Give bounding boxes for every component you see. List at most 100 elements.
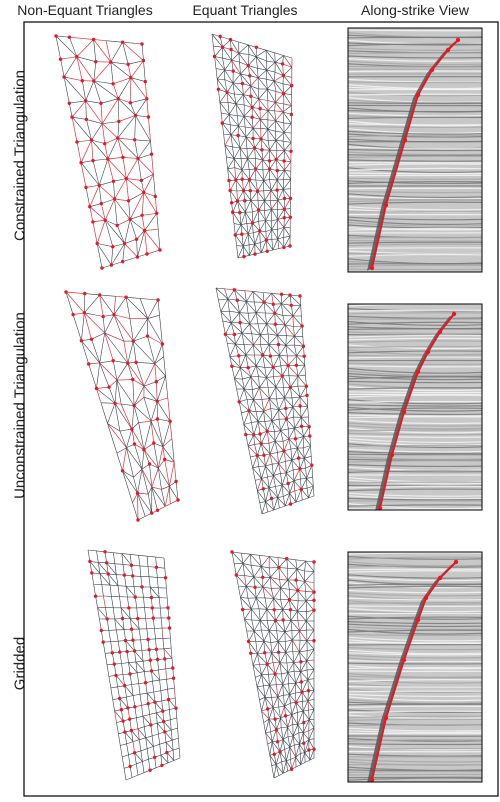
mesh-edge — [238, 125, 246, 128]
mesh-edge — [268, 335, 278, 345]
mesh-node — [252, 146, 257, 150]
mesh-edge — [270, 577, 280, 580]
mesh-edge — [277, 227, 285, 230]
mesh-edge — [251, 107, 261, 120]
mesh-edge — [150, 421, 164, 447]
mesh-node — [140, 585, 144, 589]
mesh-edge — [278, 567, 289, 581]
mesh-edge — [299, 630, 308, 642]
mesh-edge — [139, 692, 148, 695]
mesh-edge — [240, 367, 251, 378]
mesh-edge — [274, 313, 286, 326]
mesh-edge — [281, 760, 287, 762]
mesh-node — [229, 47, 233, 52]
mesh-edge — [171, 740, 174, 751]
mesh-edge — [132, 379, 145, 387]
mesh-node — [154, 647, 159, 651]
seismic-reflector — [348, 552, 482, 555]
mesh-edge — [235, 179, 244, 191]
mesh-node — [241, 188, 246, 193]
mesh-edge — [69, 103, 73, 118]
mesh-edge — [144, 230, 148, 255]
mesh-edge — [259, 119, 261, 129]
mesh-edge — [269, 673, 276, 686]
mesh-edge — [263, 722, 266, 733]
seismic-reflector — [348, 600, 482, 605]
mesh-edge — [233, 223, 236, 235]
mesh-edge — [143, 385, 158, 402]
mesh-edge — [131, 774, 139, 778]
mesh-edge — [93, 39, 107, 42]
mesh-edge — [275, 120, 284, 124]
mesh-node — [79, 339, 84, 343]
seismic-reflector — [348, 709, 482, 713]
mesh-edge — [242, 379, 245, 389]
mesh-edge — [300, 417, 310, 427]
mesh-edge — [266, 229, 273, 241]
mesh-edge — [262, 577, 271, 588]
mesh-edge — [241, 158, 248, 171]
mesh-edge — [275, 761, 282, 765]
seismic-reflector — [348, 116, 482, 119]
mesh-edge — [257, 490, 260, 503]
mesh-edge — [130, 77, 148, 100]
seismic-reflector — [348, 660, 482, 663]
mesh-edge — [92, 160, 100, 186]
mesh-edge — [236, 563, 244, 576]
mesh-edge — [301, 478, 307, 490]
mesh-edge — [280, 717, 288, 728]
mesh-edge — [247, 65, 259, 78]
mesh-edge — [261, 697, 266, 712]
mesh-edge — [247, 158, 250, 170]
mesh-edge — [288, 438, 292, 450]
mesh-node — [89, 138, 94, 142]
mesh-edge — [158, 669, 160, 681]
seismic-reflector — [348, 443, 482, 449]
mesh-edge — [281, 303, 284, 316]
mesh-edge — [254, 444, 258, 456]
mesh-edge — [96, 386, 110, 389]
mesh-edge — [121, 553, 131, 555]
mesh-edge — [290, 756, 296, 760]
mesh-node — [167, 616, 171, 620]
seismic-reflector — [348, 344, 482, 350]
mesh-edge — [154, 196, 158, 214]
mesh-edge — [140, 298, 159, 301]
mesh-node — [275, 188, 279, 192]
mesh-edge — [252, 291, 264, 293]
mesh-edge — [266, 367, 274, 378]
mesh-edge — [131, 429, 135, 445]
mesh-edge — [167, 687, 175, 690]
mesh-edge — [244, 290, 247, 302]
seismic-reflector — [348, 570, 482, 573]
mesh-edge — [279, 662, 289, 673]
mesh-edge — [151, 597, 153, 608]
mesh-edge — [117, 121, 120, 139]
mesh-edge — [84, 293, 100, 296]
mesh-edge — [261, 629, 270, 631]
mesh-edge — [240, 223, 247, 225]
mesh-edge — [243, 388, 254, 400]
mesh-edge — [304, 560, 306, 572]
mesh-edge — [262, 149, 270, 161]
mesh-edge — [242, 554, 251, 564]
mesh-edge — [263, 685, 266, 698]
mesh-edge — [247, 434, 254, 447]
mesh-edge — [152, 733, 159, 737]
mesh-edge — [114, 710, 124, 722]
mesh-edge — [72, 116, 87, 120]
fault-node — [415, 369, 421, 375]
mesh-edge — [133, 405, 139, 423]
mesh-edge — [264, 597, 274, 599]
mesh-edge — [235, 169, 243, 181]
mesh-edge — [287, 567, 298, 570]
mesh-edge — [267, 475, 274, 478]
mesh-edge — [132, 739, 140, 742]
mesh-edge — [116, 629, 119, 642]
mesh-edge — [284, 150, 292, 162]
mesh-node — [272, 608, 276, 612]
mesh-edge — [294, 335, 304, 347]
mesh-edge — [289, 493, 297, 503]
mesh-node — [258, 106, 262, 111]
mesh-edge — [274, 303, 282, 314]
